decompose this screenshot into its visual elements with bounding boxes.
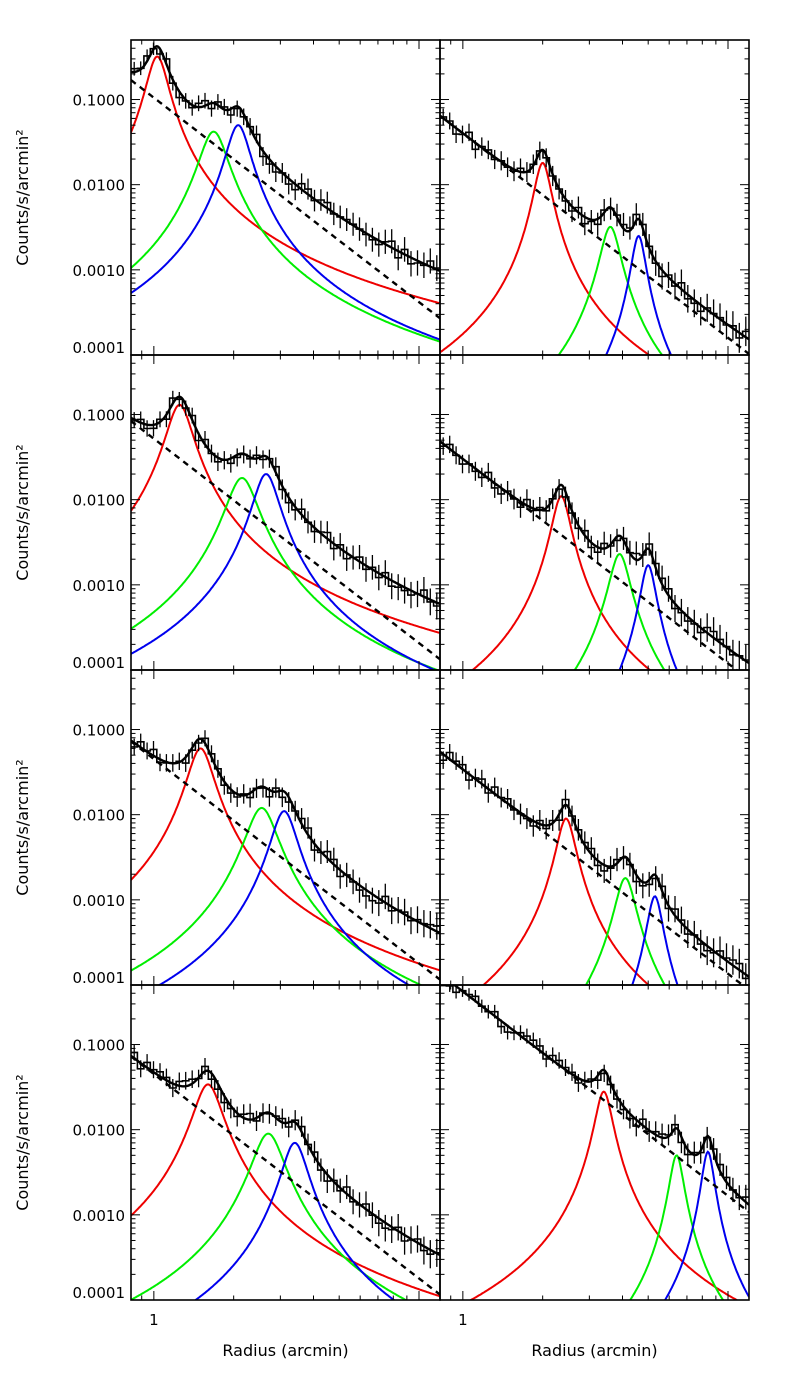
total-model-curve (440, 114, 749, 341)
red-peak-curve (440, 161, 651, 355)
total-model-curve (440, 985, 749, 1206)
blue-peak-curve (663, 1150, 749, 1300)
ytick-label: 0.0001 (73, 654, 126, 672)
error-bars (133, 1044, 438, 1269)
panel-left-2 (130, 354, 441, 671)
total-model-curve (131, 395, 440, 606)
green-peak-curve (584, 877, 666, 985)
ticks (131, 984, 440, 1301)
green-peak-curve (629, 1154, 725, 1300)
ytick-label: 0.0001 (73, 1284, 126, 1302)
error-bars (442, 744, 747, 985)
red-peak-curve (481, 817, 651, 985)
panel-frame (130, 984, 441, 1301)
total-model-curve (131, 45, 440, 273)
green-peak-curve (557, 225, 664, 355)
total-model-curve (131, 1054, 440, 1257)
panel-left-1 (130, 39, 441, 356)
xtick-label: 1 (149, 1311, 159, 1329)
x-axis-label: Radius (arcmin) (531, 1341, 657, 1360)
blue-peak-curve (131, 124, 440, 341)
panel-frame (439, 984, 750, 1301)
ytick-label: 0.0100 (73, 807, 126, 825)
blue-peak-curve (157, 810, 411, 985)
ytick-label: 0.0010 (73, 892, 126, 910)
blue-peak-curve (604, 234, 673, 355)
red-peak-curve (131, 1083, 440, 1298)
data-histogram (131, 737, 440, 927)
green-peak-curve (573, 553, 666, 670)
panel-right-3 (439, 669, 750, 986)
y-axis-label: Counts/s/arcmin² (13, 444, 32, 580)
data-histogram (131, 397, 440, 607)
ytick-label: 0.0010 (73, 1207, 126, 1225)
total-model-curve (131, 737, 440, 935)
ytick-label: 0.0010 (73, 262, 126, 280)
background-model-dashed (131, 740, 440, 981)
background-model-dashed (131, 1055, 440, 1296)
panel-frame (439, 354, 750, 671)
total-model-curve (440, 750, 749, 978)
green-peak-curve (131, 130, 440, 343)
ytick-label: 0.0001 (73, 969, 126, 987)
ytick-label: 0.0100 (73, 492, 126, 510)
background-model-dashed (440, 440, 739, 670)
red-peak-curve (468, 1090, 739, 1300)
total-model-curve (440, 440, 749, 665)
data-histogram (131, 47, 440, 269)
blue-peak-curve (618, 563, 678, 670)
ytick-label: 0.0010 (73, 577, 126, 595)
panel-right-4 (439, 984, 750, 1301)
red-peak-curve (131, 55, 440, 305)
panel-left-4 (130, 984, 441, 1301)
ytick-label: 0.0100 (73, 1122, 126, 1140)
y-axis-label: Counts/s/arcmin² (13, 1074, 32, 1210)
panel-left-3 (130, 669, 441, 986)
data-histogram (445, 985, 749, 1199)
red-peak-curve (131, 747, 440, 972)
xtick-label: 1 (458, 1311, 468, 1329)
ytick-label: 0.1000 (73, 407, 126, 425)
ytick-label: 0.0001 (73, 339, 126, 357)
x-axis-label: Radius (arcmin) (222, 1341, 348, 1360)
background-model-dashed (440, 985, 749, 1213)
blue-peak-curve (131, 473, 437, 670)
panel-right-2 (439, 354, 750, 671)
blue-peak-curve (193, 1141, 396, 1300)
ytick-label: 0.0100 (73, 177, 126, 195)
data-histogram (440, 116, 749, 339)
panel-frame (439, 669, 750, 986)
panel-right-1 (439, 39, 750, 356)
ticks (440, 984, 749, 1301)
ytick-label: 0.1000 (73, 92, 126, 110)
ticks (440, 669, 749, 986)
error-bars (133, 390, 438, 620)
ytick-label: 0.1000 (73, 1037, 126, 1055)
y-axis-label: Counts/s/arcmin² (13, 129, 32, 265)
background-model-dashed (131, 79, 440, 320)
blue-peak-curve (631, 895, 679, 985)
green-peak-curve (131, 806, 424, 985)
error-bars (442, 108, 747, 353)
green-peak-curve (131, 476, 440, 670)
ticks (440, 354, 749, 671)
y-axis-label: Counts/s/arcmin² (13, 759, 32, 895)
ytick-label: 0.1000 (73, 722, 126, 740)
